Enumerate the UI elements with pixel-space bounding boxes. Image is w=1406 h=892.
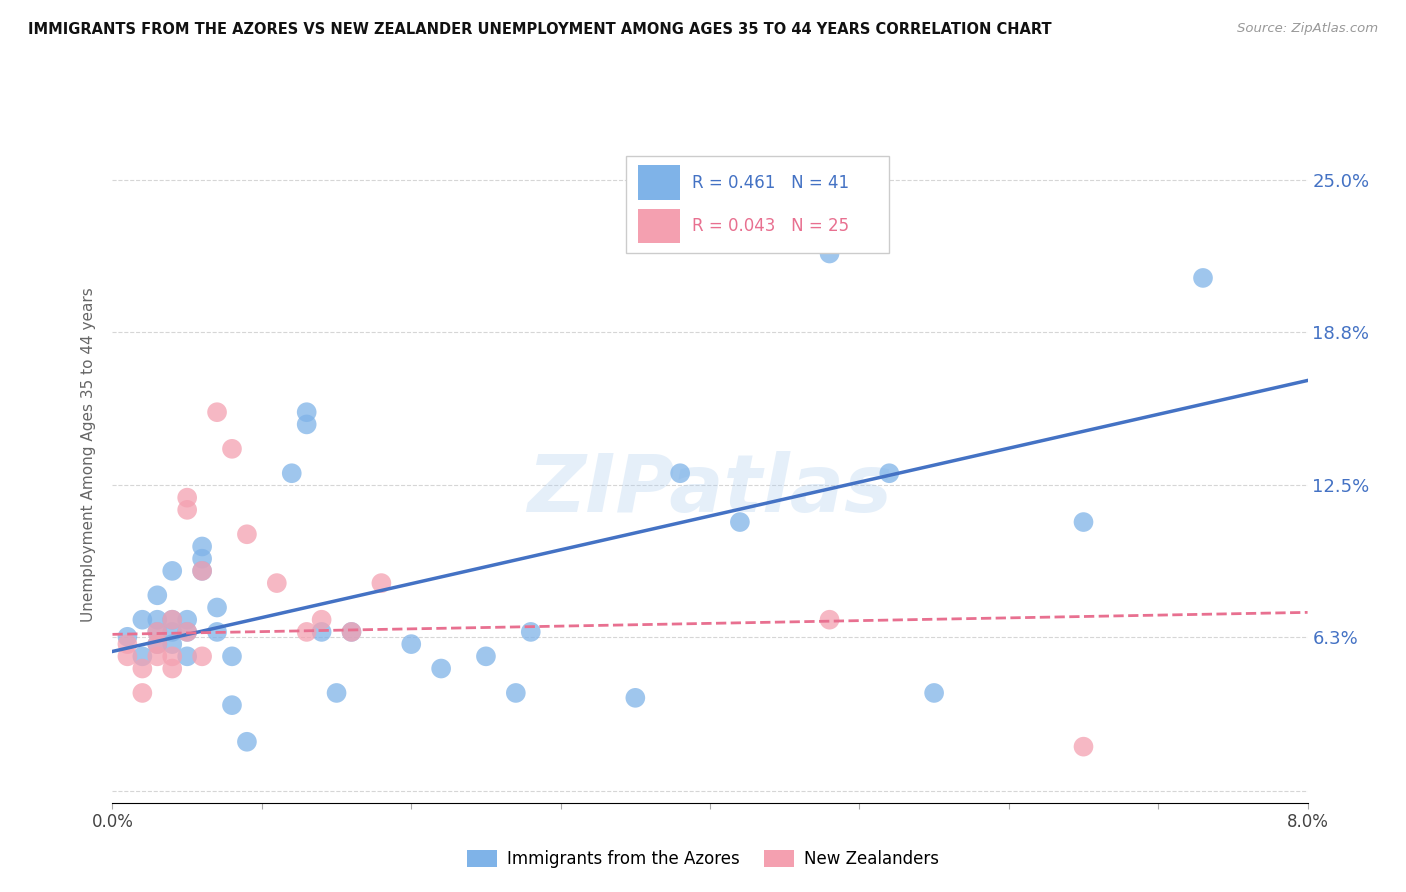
Point <box>146 588 169 602</box>
Point <box>1073 739 1095 754</box>
Point <box>191 564 214 578</box>
Point <box>176 649 198 664</box>
Text: Source: ZipAtlas.com: Source: ZipAtlas.com <box>1237 22 1378 36</box>
Point <box>1192 271 1215 285</box>
Point <box>117 630 139 644</box>
Point <box>131 686 153 700</box>
Point <box>1073 515 1095 529</box>
Point <box>191 564 214 578</box>
Point <box>295 417 318 432</box>
Point <box>146 649 169 664</box>
Point <box>146 624 169 639</box>
Point <box>162 613 183 627</box>
Point <box>311 613 333 627</box>
Point <box>221 442 243 456</box>
Point <box>205 600 228 615</box>
Text: R = 0.461   N = 41: R = 0.461 N = 41 <box>692 174 849 192</box>
Point <box>146 637 169 651</box>
Point <box>162 661 183 675</box>
Point <box>146 613 169 627</box>
Point <box>162 649 183 664</box>
Point <box>624 690 647 705</box>
Point <box>146 624 169 639</box>
Point <box>669 467 692 481</box>
Point <box>236 527 259 541</box>
Point <box>205 624 228 639</box>
Point <box>117 637 139 651</box>
Point <box>146 637 169 651</box>
FancyBboxPatch shape <box>638 166 681 200</box>
Point <box>162 564 183 578</box>
Point <box>370 576 392 591</box>
Point <box>162 637 183 651</box>
Point <box>176 491 198 505</box>
Point <box>236 735 259 749</box>
Point <box>131 649 153 664</box>
Point <box>205 405 228 419</box>
Point <box>176 624 198 639</box>
Point <box>340 624 363 639</box>
Point <box>131 613 153 627</box>
Text: R = 0.043   N = 25: R = 0.043 N = 25 <box>692 217 849 235</box>
Point <box>191 540 214 554</box>
Point <box>520 624 543 639</box>
Point <box>221 649 243 664</box>
Point <box>325 686 347 700</box>
Point <box>176 503 198 517</box>
Point <box>505 686 527 700</box>
Text: ZIPatlas: ZIPatlas <box>527 450 893 529</box>
FancyBboxPatch shape <box>638 210 681 244</box>
Point <box>162 613 183 627</box>
Point <box>176 624 198 639</box>
Point <box>131 661 153 675</box>
Point <box>176 613 198 627</box>
Point <box>281 467 304 481</box>
Point <box>728 515 751 529</box>
Point <box>922 686 945 700</box>
FancyBboxPatch shape <box>626 156 889 253</box>
Point <box>401 637 423 651</box>
Point <box>191 649 214 664</box>
Point <box>818 613 841 627</box>
Point <box>221 698 243 713</box>
Point <box>191 551 214 566</box>
Point <box>877 467 900 481</box>
Legend: Immigrants from the Azores, New Zealanders: Immigrants from the Azores, New Zealande… <box>460 843 946 875</box>
Point <box>295 405 318 419</box>
Point <box>311 624 333 639</box>
Point <box>475 649 498 664</box>
Point <box>818 246 841 260</box>
Point <box>266 576 288 591</box>
Point <box>430 661 453 675</box>
Point <box>295 624 318 639</box>
Point <box>162 624 183 639</box>
Point <box>340 624 363 639</box>
Y-axis label: Unemployment Among Ages 35 to 44 years: Unemployment Among Ages 35 to 44 years <box>80 287 96 623</box>
Point <box>117 649 139 664</box>
Text: IMMIGRANTS FROM THE AZORES VS NEW ZEALANDER UNEMPLOYMENT AMONG AGES 35 TO 44 YEA: IMMIGRANTS FROM THE AZORES VS NEW ZEALAN… <box>28 22 1052 37</box>
